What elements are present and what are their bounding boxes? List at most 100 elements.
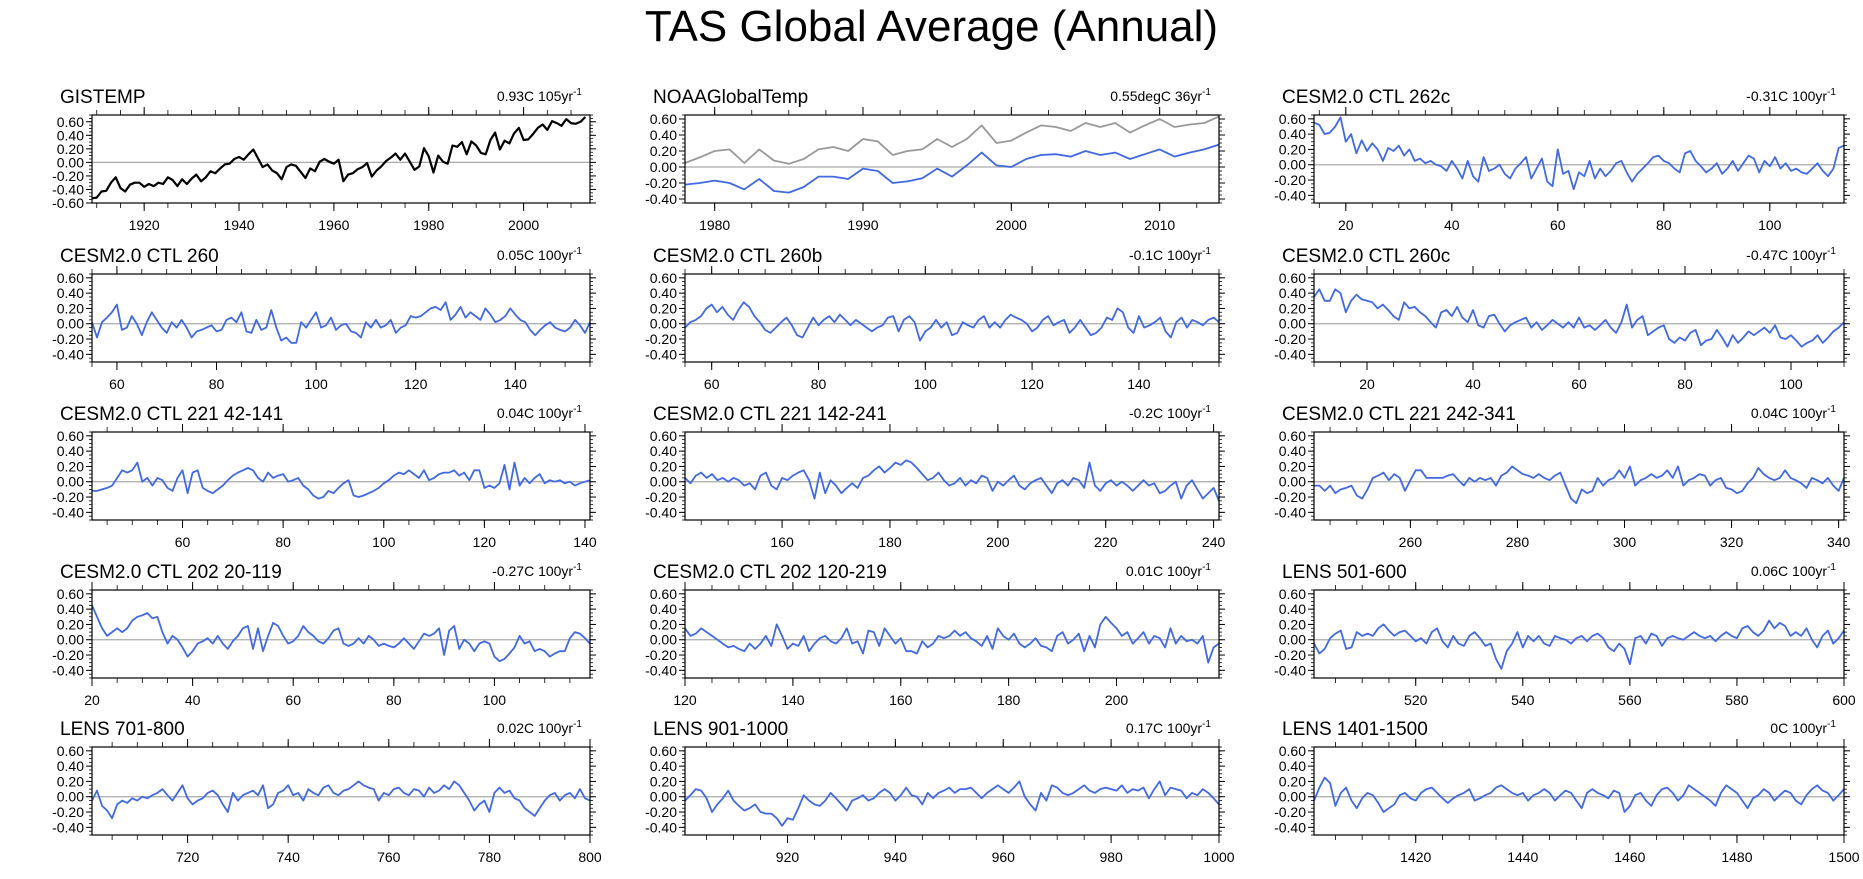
plot-frame — [684, 589, 1220, 679]
y-tick-label: 0.00 — [57, 474, 84, 490]
series-line — [1313, 619, 1845, 670]
x-tick-label: 1480 — [1721, 849, 1752, 865]
y-tick-label: -0.40 — [52, 819, 84, 835]
y-tick-label: 0.60 — [1279, 586, 1306, 602]
y-tick-label: 0.40 — [1279, 443, 1306, 459]
y-tick-label: 0.00 — [1279, 789, 1306, 805]
chart-panel: 0.600.400.200.00-0.20-0.40 720 740 760 780 80… — [52, 719, 602, 865]
chart-panel: 0.600.400.200.00-0.20-0.40 120 140 160 180 20… — [645, 562, 1225, 708]
y-tick-label: -0.20 — [645, 489, 677, 505]
trend-value: 0.93C 105yr — [497, 88, 574, 104]
trend-label: -0.27C 100yr-1 — [492, 562, 582, 579]
y-tick-label: 0.20 — [57, 773, 84, 789]
y-tick-label: 0.40 — [1279, 285, 1306, 301]
x-tick-label: 160 — [770, 534, 794, 550]
plot-frame — [684, 746, 1220, 836]
x-tick-label: 540 — [1511, 692, 1535, 708]
y-tick-label: 0.20 — [1279, 616, 1306, 632]
trend-label: -0.47C 100yr-1 — [1746, 246, 1836, 263]
y-tick-label: -0.20 — [1274, 489, 1306, 505]
chart-title: CESM2.0 CTL 202 20-119 — [60, 562, 282, 583]
y-tick-label: -0.40 — [52, 504, 84, 520]
y-tick-label: 0.60 — [650, 743, 677, 759]
x-tick-label: 120 — [404, 376, 428, 392]
x-tick-label: 300 — [1613, 534, 1637, 550]
chart-title: CESM2.0 CTL 221 42-141 — [60, 404, 283, 425]
x-tick-label: 120 — [473, 534, 497, 550]
y-tick-label: 0.00 — [650, 789, 677, 805]
x-tick-label: 320 — [1720, 534, 1744, 550]
trend-exponent: -1 — [1202, 562, 1211, 573]
series-line — [92, 461, 591, 500]
series-line — [684, 615, 1220, 664]
x-tick-label: 180 — [997, 692, 1021, 708]
trend-label: 0.04C 100yr-1 — [497, 404, 583, 421]
trend-label: -0.2C 100yr-1 — [1129, 404, 1211, 421]
series-line — [1314, 465, 1845, 505]
y-tick-label: 0.60 — [57, 743, 84, 759]
x-tick-label: 180 — [878, 534, 902, 550]
trend-exponent: -1 — [573, 562, 582, 573]
x-tick-label: 100 — [1779, 376, 1803, 392]
trend-label: 0.93C 105yr-1 — [497, 87, 583, 104]
y-tick-label: -0.40 — [52, 181, 84, 197]
chart-panel: 0.600.400.200.00-0.20-0.40 20 40 60 80 100 CES… — [1274, 246, 1850, 392]
y-tick-label: 0.40 — [57, 601, 84, 617]
chart-title: CESM2.0 CTL 221 142-241 — [653, 404, 887, 425]
plot-frame — [684, 431, 1220, 521]
x-tick-label: 920 — [776, 849, 800, 865]
x-tick-label: 1440 — [1507, 849, 1538, 865]
y-tick-label: 0.20 — [57, 458, 84, 474]
trend-label: -0.31C 100yr-1 — [1746, 87, 1836, 104]
x-tick-label: 160 — [889, 692, 913, 708]
y-tick-label: -0.40 — [645, 504, 677, 520]
chart-panel: 0.600.400.200.00-0.20-0.40-0.60 1920 1940 1… — [52, 87, 596, 233]
y-tick-label: 0.40 — [1279, 126, 1306, 142]
trend-label: 0.17C 100yr-1 — [1126, 719, 1212, 736]
y-tick-label: 0.00 — [57, 789, 84, 805]
x-tick-label: 100 — [372, 534, 396, 550]
chart-title: GISTEMP — [60, 87, 146, 108]
chart-title: LENS 501-600 — [1282, 562, 1407, 583]
y-tick-label: 0.60 — [57, 586, 84, 602]
chart-title: LENS 1401-1500 — [1282, 719, 1428, 740]
y-tick-label: 0.20 — [650, 300, 677, 316]
y-tick-label: -0.40 — [52, 346, 84, 362]
trend-exponent: -1 — [1202, 246, 1211, 257]
x-tick-label: 560 — [1618, 692, 1642, 708]
plot-frame — [91, 114, 591, 204]
x-tick-label: 20 — [1359, 376, 1375, 392]
y-tick-label: 0.60 — [1279, 111, 1306, 127]
y-tick-label: 0.20 — [57, 141, 84, 157]
y-tick-label: 0.40 — [650, 601, 677, 617]
trend-label: 0.01C 100yr-1 — [1126, 562, 1212, 579]
plot-frame — [91, 431, 591, 521]
plot-frame — [1313, 746, 1845, 836]
series-line — [1313, 116, 1845, 191]
y-tick-label: 0.40 — [57, 443, 84, 459]
x-tick-label: 1460 — [1614, 849, 1645, 865]
y-tick-label: -0.40 — [645, 191, 677, 207]
y-tick-label: -0.20 — [52, 647, 84, 663]
y-tick-label: -0.40 — [1274, 187, 1306, 203]
x-tick-label: 80 — [811, 376, 827, 392]
trend-value: -0.1C 100yr — [1129, 247, 1202, 263]
x-tick-label: 780 — [478, 849, 502, 865]
x-tick-label: 80 — [209, 376, 225, 392]
x-tick-label: 1960 — [318, 217, 349, 233]
y-tick-label: 0.00 — [1279, 474, 1306, 490]
y-tick-label: -0.40 — [645, 662, 677, 678]
chart-panel: 0.600.400.200.00-0.20-0.40 60 80 100 120 140 C… — [52, 246, 596, 392]
trend-exponent: -1 — [1827, 562, 1836, 573]
y-tick-label: 0.60 — [1279, 743, 1306, 759]
plot-frame — [1313, 431, 1845, 521]
y-tick-label: -0.20 — [1274, 331, 1306, 347]
x-tick-label: 80 — [386, 692, 402, 708]
series-line — [684, 115, 1220, 165]
y-tick-label: 0.20 — [1279, 773, 1306, 789]
y-tick-label: 0.40 — [650, 127, 677, 143]
trend-value: -0.47C 100yr — [1746, 247, 1827, 263]
y-tick-label: -0.20 — [52, 331, 84, 347]
